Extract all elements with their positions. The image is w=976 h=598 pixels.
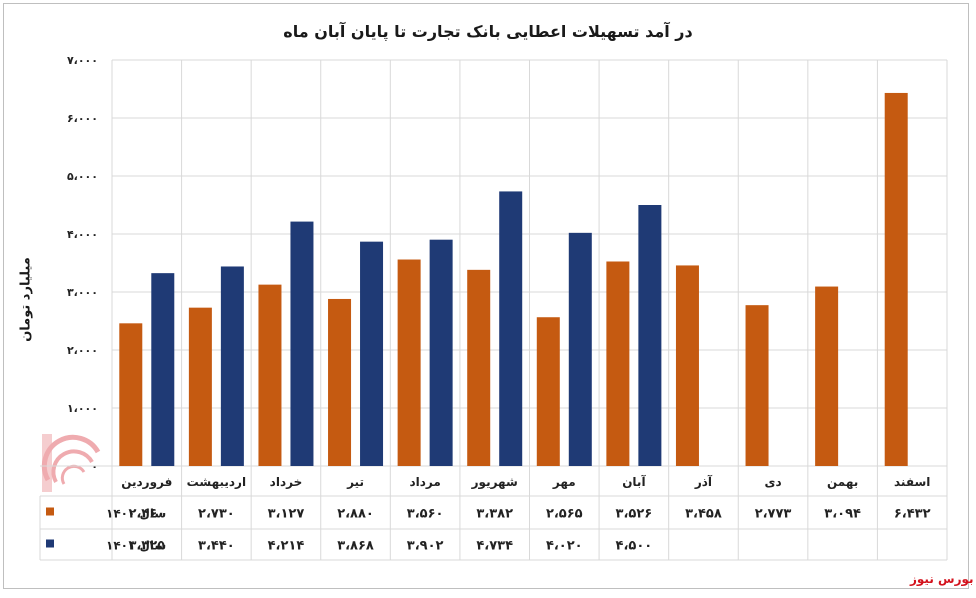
data-table-value: ۳،۰۹۴ [824, 507, 861, 522]
y-tick-label: ۳،۰۰۰ [67, 286, 98, 299]
bar-1400 [328, 298, 352, 466]
data-table-value: ۳،۵۲۶ [616, 507, 653, 522]
category-label: فروردین [121, 475, 172, 490]
bar-1400 [467, 269, 491, 466]
y-tick-label: ۲،۰۰۰ [67, 344, 98, 357]
y-tick-label: ۷،۰۰۰ [67, 54, 98, 67]
data-table-value: ۳،۱۲۷ [268, 507, 305, 522]
data-table-value: ۴،۲۱۴ [268, 539, 305, 554]
category-label: تیر [346, 475, 364, 489]
data-table-value: ۲،۷۳۰ [198, 507, 235, 522]
data-table-value: ۲،۷۷۳ [755, 507, 792, 522]
category-label: اسفند [894, 475, 930, 489]
bar-1401 [360, 241, 384, 466]
bourse-news-logo [41, 434, 101, 492]
y-tick-label: ۵،۰۰۰ [67, 170, 98, 183]
bar-1401 [429, 239, 453, 466]
legend-label: سال ۱۴۰۱ [106, 539, 166, 553]
category-label: دی [764, 475, 781, 489]
bar-1400 [675, 265, 699, 466]
y-tick-label: ۶،۰۰۰ [67, 112, 98, 125]
bar-1400 [119, 323, 143, 466]
bar-1401 [568, 232, 592, 466]
bar-1401 [220, 266, 244, 466]
bar-1400 [815, 286, 839, 466]
category-label: خرداد [270, 475, 303, 489]
bar-1400 [188, 307, 212, 466]
data-table-value: ۳،۳۲۵ [128, 539, 165, 554]
brand-label: بورس نیوز [910, 572, 974, 586]
data-table-value: ۴،۰۲۰ [546, 539, 583, 554]
data-table-value: ۳،۵۶۰ [407, 507, 444, 522]
category-label: آذر [694, 474, 713, 489]
category-label: مرداد [409, 475, 440, 489]
legend-label: سال ۱۴۰۰ [106, 507, 166, 521]
bar-1400 [606, 261, 630, 466]
legend-key-1401 [46, 539, 54, 548]
data-table-value: ۶،۴۳۲ [894, 507, 931, 522]
y-tick-label: ۴،۰۰۰ [67, 228, 98, 241]
data-table-value: ۳،۴۴۰ [198, 539, 235, 554]
data-table-value: ۲،۵۶۵ [546, 507, 583, 522]
data-table-value: ۲،۸۸۰ [337, 507, 374, 522]
data-table-value: ۳،۳۸۲ [476, 507, 513, 522]
bar-1400 [397, 259, 421, 466]
bar-1401 [638, 205, 662, 466]
category-label: اردیبهشت [187, 475, 246, 489]
category-label: بهمن [827, 475, 858, 489]
category-label: مهر [552, 475, 576, 489]
data-table-value: ۴،۷۳۴ [476, 539, 513, 554]
data-table-value: ۳،۸۶۸ [337, 539, 374, 554]
category-label: آبان [622, 474, 646, 489]
data-table-value: ۳،۹۰۲ [407, 539, 444, 554]
bar-1400 [884, 92, 908, 466]
chart-title: در آمد تسهیلات اعطایی بانک تجارت تا پایا… [283, 22, 693, 41]
bar-1400 [258, 284, 282, 466]
bar-1401 [151, 273, 175, 466]
bar-1400 [745, 305, 769, 466]
data-table-value: ۲،۴۶۰ [128, 507, 165, 522]
legend-key-1400 [46, 507, 54, 516]
category-label: شهریور [471, 475, 518, 490]
y-tick-label: ۱،۰۰۰ [67, 402, 98, 415]
bar-1401 [499, 191, 523, 467]
data-table-value: ۴،۵۰۰ [616, 539, 653, 554]
bar-1401 [290, 221, 314, 466]
bar-1400 [536, 317, 560, 466]
data-table-value: ۳،۴۵۸ [685, 507, 722, 522]
